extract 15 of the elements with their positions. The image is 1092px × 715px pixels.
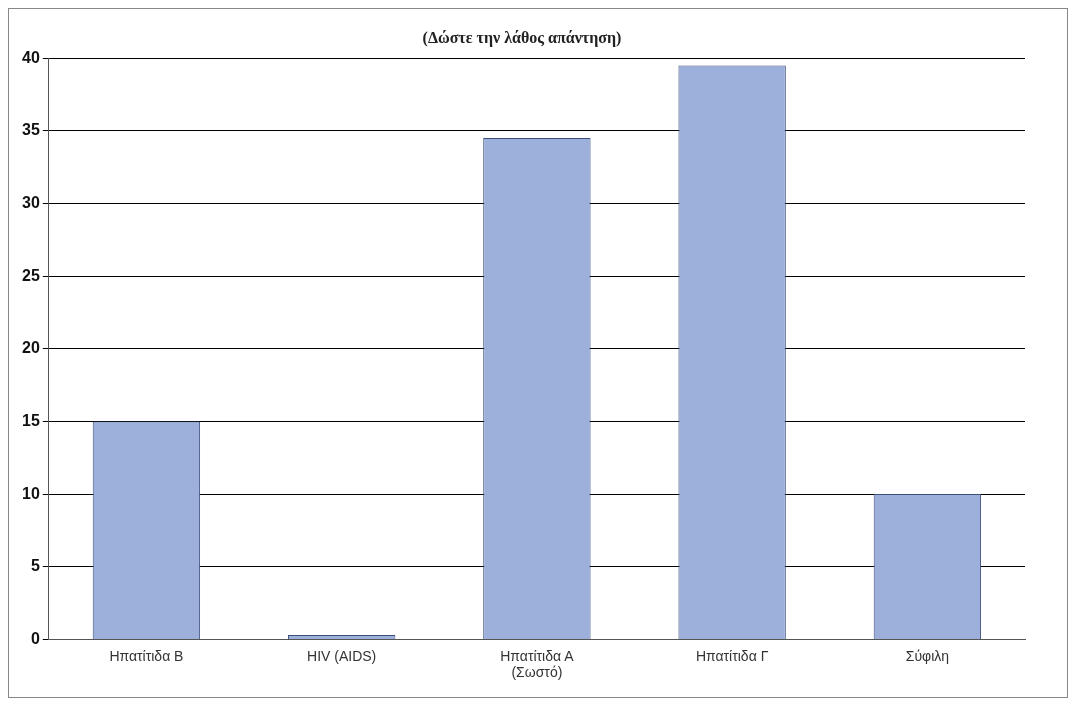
y-tick-label: 25 — [22, 266, 40, 284]
x-tick-label: Ηπατίτιδα Γ — [695, 647, 769, 664]
y-tick-label: 40 — [22, 48, 40, 66]
x-tick-label: HIV (AIDS) — [307, 647, 377, 664]
x-tick-label: Ηπατίτιδα Α (Σωστό) — [500, 647, 575, 681]
y-tick-label: 30 — [22, 193, 40, 211]
y-tick-label: 0 — [30, 629, 40, 647]
x-tick-label: Σύφιλη — [905, 647, 950, 664]
y-tick-label: 35 — [22, 121, 40, 139]
x-tick-label: Ηπατίτιδα Β — [109, 647, 184, 664]
chart-title: (Δώστε την λάθος απάντηση) — [422, 28, 622, 47]
y-tick-label: 10 — [22, 484, 40, 502]
y-tick-label: 15 — [22, 411, 40, 429]
y-tick-label: 20 — [22, 339, 40, 357]
y-tick-label: 5 — [30, 557, 40, 575]
